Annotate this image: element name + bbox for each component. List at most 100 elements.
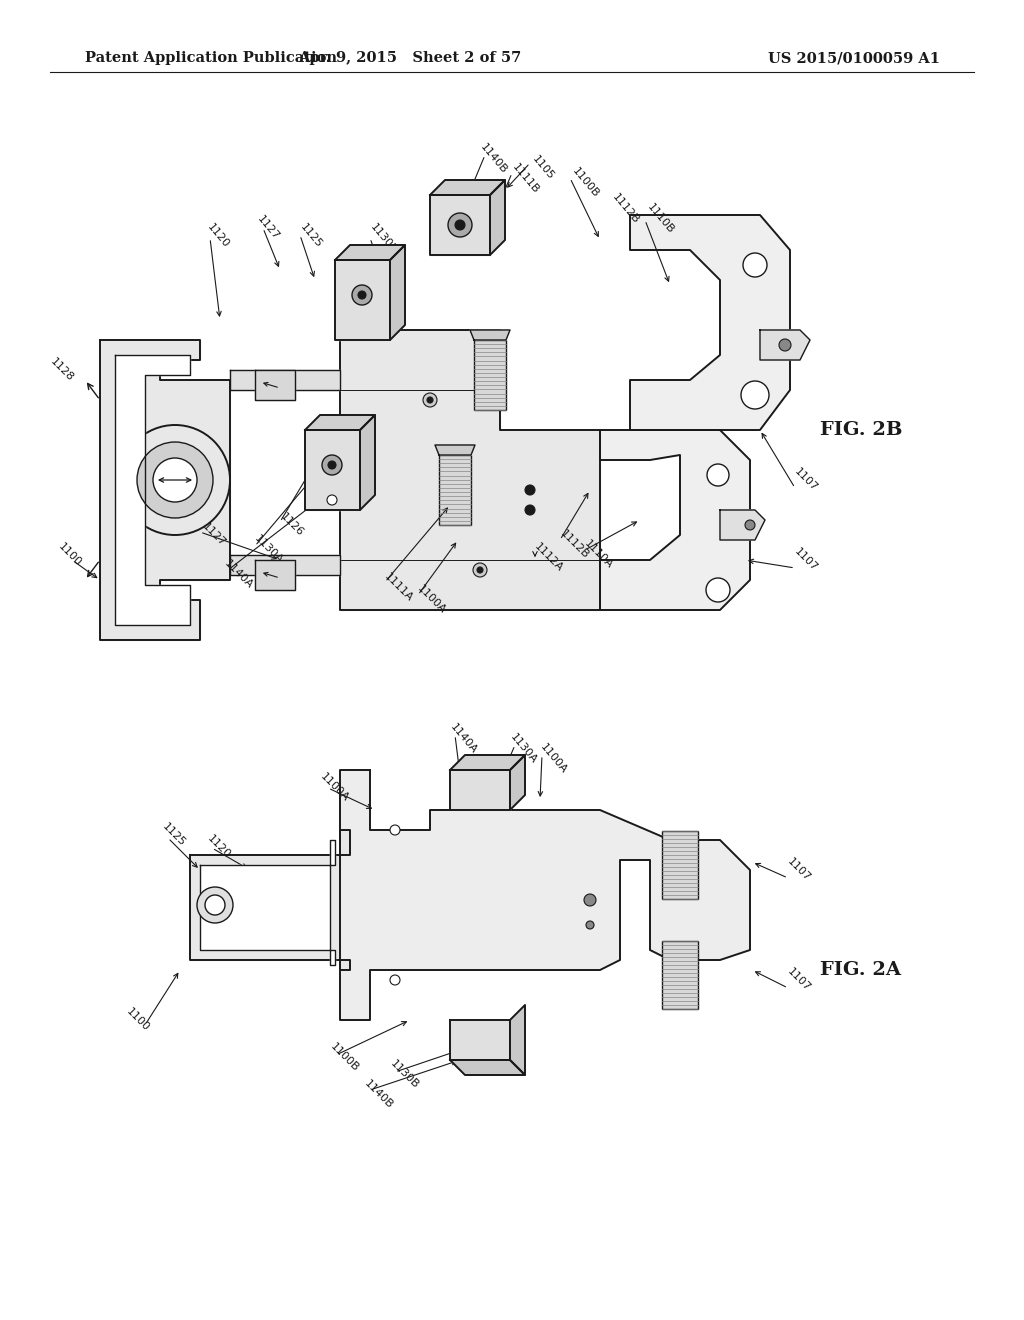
Text: 1107: 1107 xyxy=(792,546,819,573)
Text: 1100: 1100 xyxy=(125,1007,152,1034)
Text: 1120: 1120 xyxy=(205,833,232,859)
Text: 1100B: 1100B xyxy=(570,165,600,199)
Bar xyxy=(474,341,506,411)
Polygon shape xyxy=(100,341,230,640)
Text: 1110A: 1110A xyxy=(582,539,614,570)
Circle shape xyxy=(390,825,400,836)
Circle shape xyxy=(477,568,483,573)
Text: 1128: 1128 xyxy=(48,356,76,384)
Text: FIG. 2B: FIG. 2B xyxy=(820,421,902,440)
Polygon shape xyxy=(115,355,190,624)
Circle shape xyxy=(743,253,767,277)
Text: 1130A: 1130A xyxy=(508,731,539,766)
Text: 1125: 1125 xyxy=(298,222,324,249)
Text: 1127: 1127 xyxy=(200,521,227,548)
Polygon shape xyxy=(470,330,510,341)
Polygon shape xyxy=(450,755,525,770)
Circle shape xyxy=(779,339,791,351)
Circle shape xyxy=(205,895,225,915)
Bar xyxy=(662,941,698,1008)
Text: FIG. 2A: FIG. 2A xyxy=(820,961,901,979)
Text: 1100B: 1100B xyxy=(328,1041,360,1073)
Text: 1140B: 1140B xyxy=(362,1078,394,1110)
Text: 1107: 1107 xyxy=(785,857,812,883)
Polygon shape xyxy=(430,195,490,255)
Text: 1107: 1107 xyxy=(792,466,819,494)
Polygon shape xyxy=(450,770,510,810)
Circle shape xyxy=(745,520,755,531)
Text: 1112B: 1112B xyxy=(610,191,641,226)
Text: 1140A: 1140A xyxy=(449,722,478,755)
Text: 1130A: 1130A xyxy=(252,533,285,565)
Circle shape xyxy=(137,442,213,517)
Text: 1107: 1107 xyxy=(785,966,812,994)
Text: 1130B: 1130B xyxy=(368,222,398,255)
Polygon shape xyxy=(340,330,600,610)
Text: 1100A: 1100A xyxy=(318,771,350,803)
Circle shape xyxy=(473,564,487,577)
Polygon shape xyxy=(360,414,375,510)
Circle shape xyxy=(390,975,400,985)
Polygon shape xyxy=(630,215,790,430)
Text: 1112B: 1112B xyxy=(558,528,591,560)
Circle shape xyxy=(584,894,596,906)
Polygon shape xyxy=(335,246,406,260)
Circle shape xyxy=(120,425,230,535)
Text: 1126: 1126 xyxy=(278,511,305,537)
Circle shape xyxy=(423,393,437,407)
Text: US 2015/0100059 A1: US 2015/0100059 A1 xyxy=(768,51,940,65)
Polygon shape xyxy=(430,180,505,195)
Circle shape xyxy=(525,484,535,495)
Circle shape xyxy=(706,578,730,602)
Polygon shape xyxy=(600,430,750,610)
Polygon shape xyxy=(340,770,750,1020)
Polygon shape xyxy=(390,246,406,341)
Polygon shape xyxy=(230,554,340,576)
Polygon shape xyxy=(305,414,375,430)
Circle shape xyxy=(153,458,197,502)
Text: 1140A: 1140A xyxy=(222,558,254,590)
Text: 1125: 1125 xyxy=(160,821,187,847)
Text: 1112A: 1112A xyxy=(532,541,564,573)
Polygon shape xyxy=(230,370,340,389)
Bar xyxy=(662,832,698,899)
Polygon shape xyxy=(720,510,765,540)
Circle shape xyxy=(197,887,233,923)
Polygon shape xyxy=(255,560,295,590)
Polygon shape xyxy=(450,1020,510,1060)
Polygon shape xyxy=(510,1005,525,1074)
Circle shape xyxy=(707,465,729,486)
Circle shape xyxy=(327,495,337,506)
Polygon shape xyxy=(335,260,390,341)
Circle shape xyxy=(586,921,594,929)
Text: 1120: 1120 xyxy=(205,222,230,249)
Text: 1111A: 1111A xyxy=(382,572,415,603)
Text: Apr. 9, 2015   Sheet 2 of 57: Apr. 9, 2015 Sheet 2 of 57 xyxy=(298,51,521,65)
Text: 1110B: 1110B xyxy=(645,202,676,235)
Polygon shape xyxy=(450,1060,525,1074)
Polygon shape xyxy=(490,180,505,255)
Text: 1140B: 1140B xyxy=(478,141,509,176)
Polygon shape xyxy=(200,840,335,965)
Text: 1100: 1100 xyxy=(56,541,83,569)
Circle shape xyxy=(449,213,472,238)
Circle shape xyxy=(525,506,535,515)
Bar xyxy=(439,455,471,525)
Text: Patent Application Publication: Patent Application Publication xyxy=(85,51,337,65)
Polygon shape xyxy=(510,755,525,810)
Circle shape xyxy=(322,455,342,475)
Text: 1127: 1127 xyxy=(255,214,281,242)
Text: 1130B: 1130B xyxy=(388,1057,420,1090)
Polygon shape xyxy=(305,430,360,510)
Text: 1100A: 1100A xyxy=(415,583,447,615)
Text: 1105: 1105 xyxy=(530,153,556,181)
Circle shape xyxy=(427,397,433,403)
Circle shape xyxy=(741,381,769,409)
Text: 1100A: 1100A xyxy=(538,742,568,775)
Circle shape xyxy=(352,285,372,305)
Circle shape xyxy=(328,461,336,469)
Circle shape xyxy=(358,290,366,300)
Polygon shape xyxy=(190,830,350,970)
Text: 1111B: 1111B xyxy=(510,161,541,195)
Polygon shape xyxy=(760,330,810,360)
